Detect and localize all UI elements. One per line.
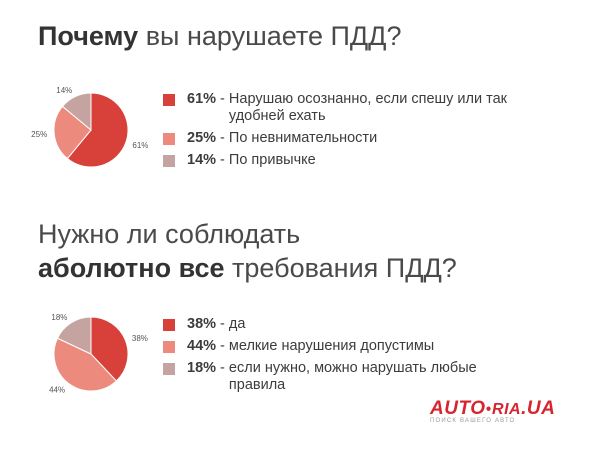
legend-label: если нужно, можно нарушать любые правила: [228, 360, 477, 393]
legend-separator: -: [216, 152, 229, 168]
pie1-label-3: 14%: [56, 87, 72, 95]
pie1-slice-3: [61, 92, 92, 132]
pie2-label-2: 44%: [49, 386, 65, 395]
pie1-slice-2: [53, 105, 92, 160]
pie2-label-3: 18%: [51, 313, 67, 322]
logo-tagline: ПОИСК ВАШЕГО АВТО: [430, 418, 516, 424]
legend-separator: -: [216, 91, 229, 107]
legend-label: По невнимательности: [228, 130, 378, 146]
legend-swatch: [163, 363, 175, 375]
chart2-title-line1: Нужно ли соблюдать: [38, 219, 301, 249]
pie1-label-2: 25%: [31, 130, 47, 139]
logo-auto: AUTO: [430, 398, 486, 419]
pie2-slice-1: [90, 316, 129, 382]
legend-label: Нарушаю осознанно, если спешу или так удо…: [228, 91, 507, 124]
chart1-legend-item: 61% - Нарушаю осознанно, если спешу или …: [163, 91, 563, 125]
logo-ria: RIA: [492, 401, 522, 418]
pie2-slice-2: [53, 337, 118, 392]
legend-percent: 44%: [187, 338, 217, 354]
autoria-logo[interactable]: AUTO●RIA.UA ПОИСК ВАШЕГО АВТО: [430, 398, 560, 424]
chart1-title-bold: Почему: [38, 21, 139, 51]
chart1-title-rest: вы нарушаете ПДД?: [138, 21, 402, 51]
legend-swatch: [163, 94, 175, 106]
legend-separator: -: [216, 360, 229, 376]
legend-percent: 25%: [187, 130, 217, 146]
logo-ua: .UA: [521, 398, 556, 419]
legend-separator: -: [216, 130, 229, 146]
chart1-title: Почему вы нарушаете ПДД?: [38, 20, 401, 52]
logo-dot: ●: [485, 403, 493, 415]
pie-chart-2: 38% 44% 18%: [49, 313, 148, 395]
legend-swatch: [163, 319, 175, 331]
chart2-title-bold: аболютно все: [38, 253, 225, 283]
chart1-legend-item: 14% - По привычке: [163, 152, 563, 169]
legend-percent: 18%: [187, 360, 217, 376]
legend-swatch: [163, 155, 175, 167]
legend-label: да: [228, 316, 246, 332]
legend-percent: 14%: [187, 152, 217, 168]
legend-swatch: [163, 133, 175, 145]
chart2-legend: 38% - да 44% - мелкие нарушения допустимы…: [163, 316, 563, 399]
chart2-title-rest: требования ПДД?: [224, 253, 457, 283]
legend-percent: 38%: [187, 316, 217, 332]
chart2-title-line2: аболютно все требования ПДД?: [38, 252, 457, 284]
legend-swatch: [163, 341, 175, 353]
pie1-slice-1: [66, 92, 129, 168]
legend-separator: -: [216, 316, 229, 332]
chart1-legend-item: 25% - По невнимательности: [163, 130, 563, 147]
chart2-legend-item: 18% - если нужно, можно нарушать любые пр…: [163, 360, 563, 394]
pie2-label-1: 38%: [132, 334, 148, 343]
chart2-legend-item: 44% - мелкие нарушения допустимы: [163, 338, 563, 355]
pie-chart-1: 61% 25% 14%: [31, 87, 148, 168]
chart1-legend: 61% - Нарушаю осознанно, если спешу или …: [163, 91, 563, 174]
pie2-slice-3: [56, 316, 92, 355]
legend-label: мелкие нарушения допустимы: [228, 338, 435, 354]
chart2-legend-item: 38% - да: [163, 316, 563, 333]
pie1-label-1: 61%: [132, 141, 148, 150]
legend-separator: -: [216, 338, 229, 354]
legend-percent: 61%: [187, 91, 217, 107]
legend-label: По привычке: [228, 152, 316, 168]
logo-wordmark: AUTO●RIA.UA: [430, 398, 560, 420]
